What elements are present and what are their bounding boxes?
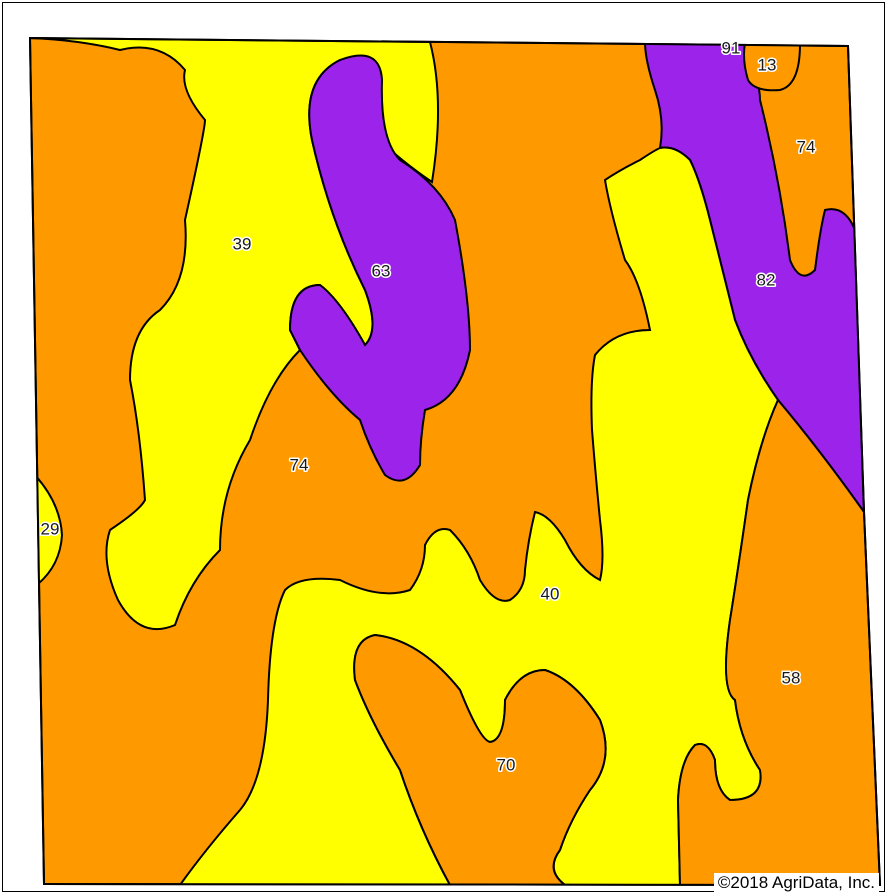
- soil-polygon-70: [353, 633, 607, 885]
- soil-label-40: 40: [541, 584, 560, 603]
- copyright-text: ©2018 AgriData, Inc.: [713, 873, 879, 893]
- soil-label-63: 63: [372, 261, 391, 280]
- soil-label-70: 70: [497, 755, 516, 774]
- soil-polygon-63: [288, 54, 472, 482]
- soil-label-74-center: 74: [290, 455, 309, 474]
- soil-polygon-58: [676, 398, 880, 885]
- soil-label-39: 39: [233, 234, 252, 253]
- soil-label-58: 58: [782, 668, 801, 687]
- soil-label-29: 29: [41, 519, 60, 538]
- soil-label-13: 13: [758, 55, 777, 74]
- soil-label-91: 91: [722, 38, 741, 57]
- soil-label-74-upper: 74: [797, 137, 816, 156]
- soil-label-82: 82: [757, 270, 776, 289]
- soil-polygon-13: [743, 41, 802, 92]
